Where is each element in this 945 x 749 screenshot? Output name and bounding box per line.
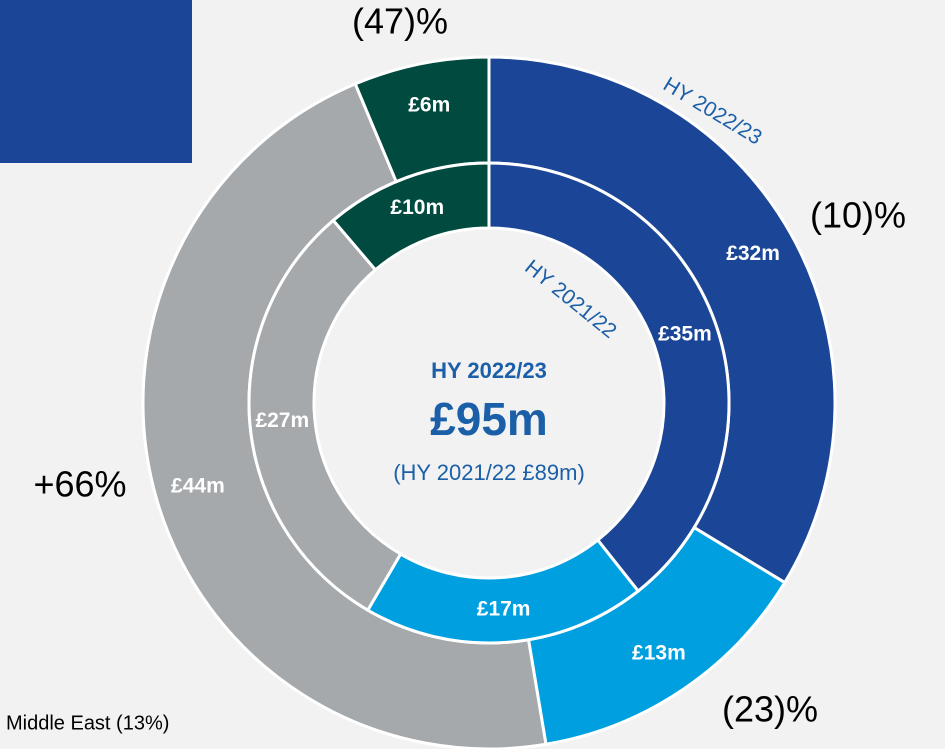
legend-swatch xyxy=(0,0,192,163)
change-label: (23)% xyxy=(722,689,818,730)
center-title: HY 2022/23 xyxy=(431,358,547,383)
center-circle xyxy=(316,230,662,576)
donut-segment xyxy=(331,161,491,272)
center-value: £95m xyxy=(430,393,548,445)
value-label: £35m xyxy=(658,322,712,345)
value-label: £32m xyxy=(726,242,780,265)
donut-segment xyxy=(487,161,731,594)
center-subtitle: (HY 2021/22 £89m) xyxy=(393,460,585,485)
donut-segment xyxy=(247,218,403,613)
annotation: Middle East (13%) xyxy=(6,712,169,734)
value-label: £44m xyxy=(171,475,225,498)
value-label: £17m xyxy=(477,598,531,621)
value-label: £13m xyxy=(632,641,686,664)
value-label: £6m xyxy=(408,93,450,116)
change-label: (47)% xyxy=(352,1,448,42)
value-label: £27m xyxy=(255,409,309,432)
value-label: £10m xyxy=(390,196,444,219)
change-label: (10)% xyxy=(810,195,906,236)
change-label: +66% xyxy=(33,464,126,505)
